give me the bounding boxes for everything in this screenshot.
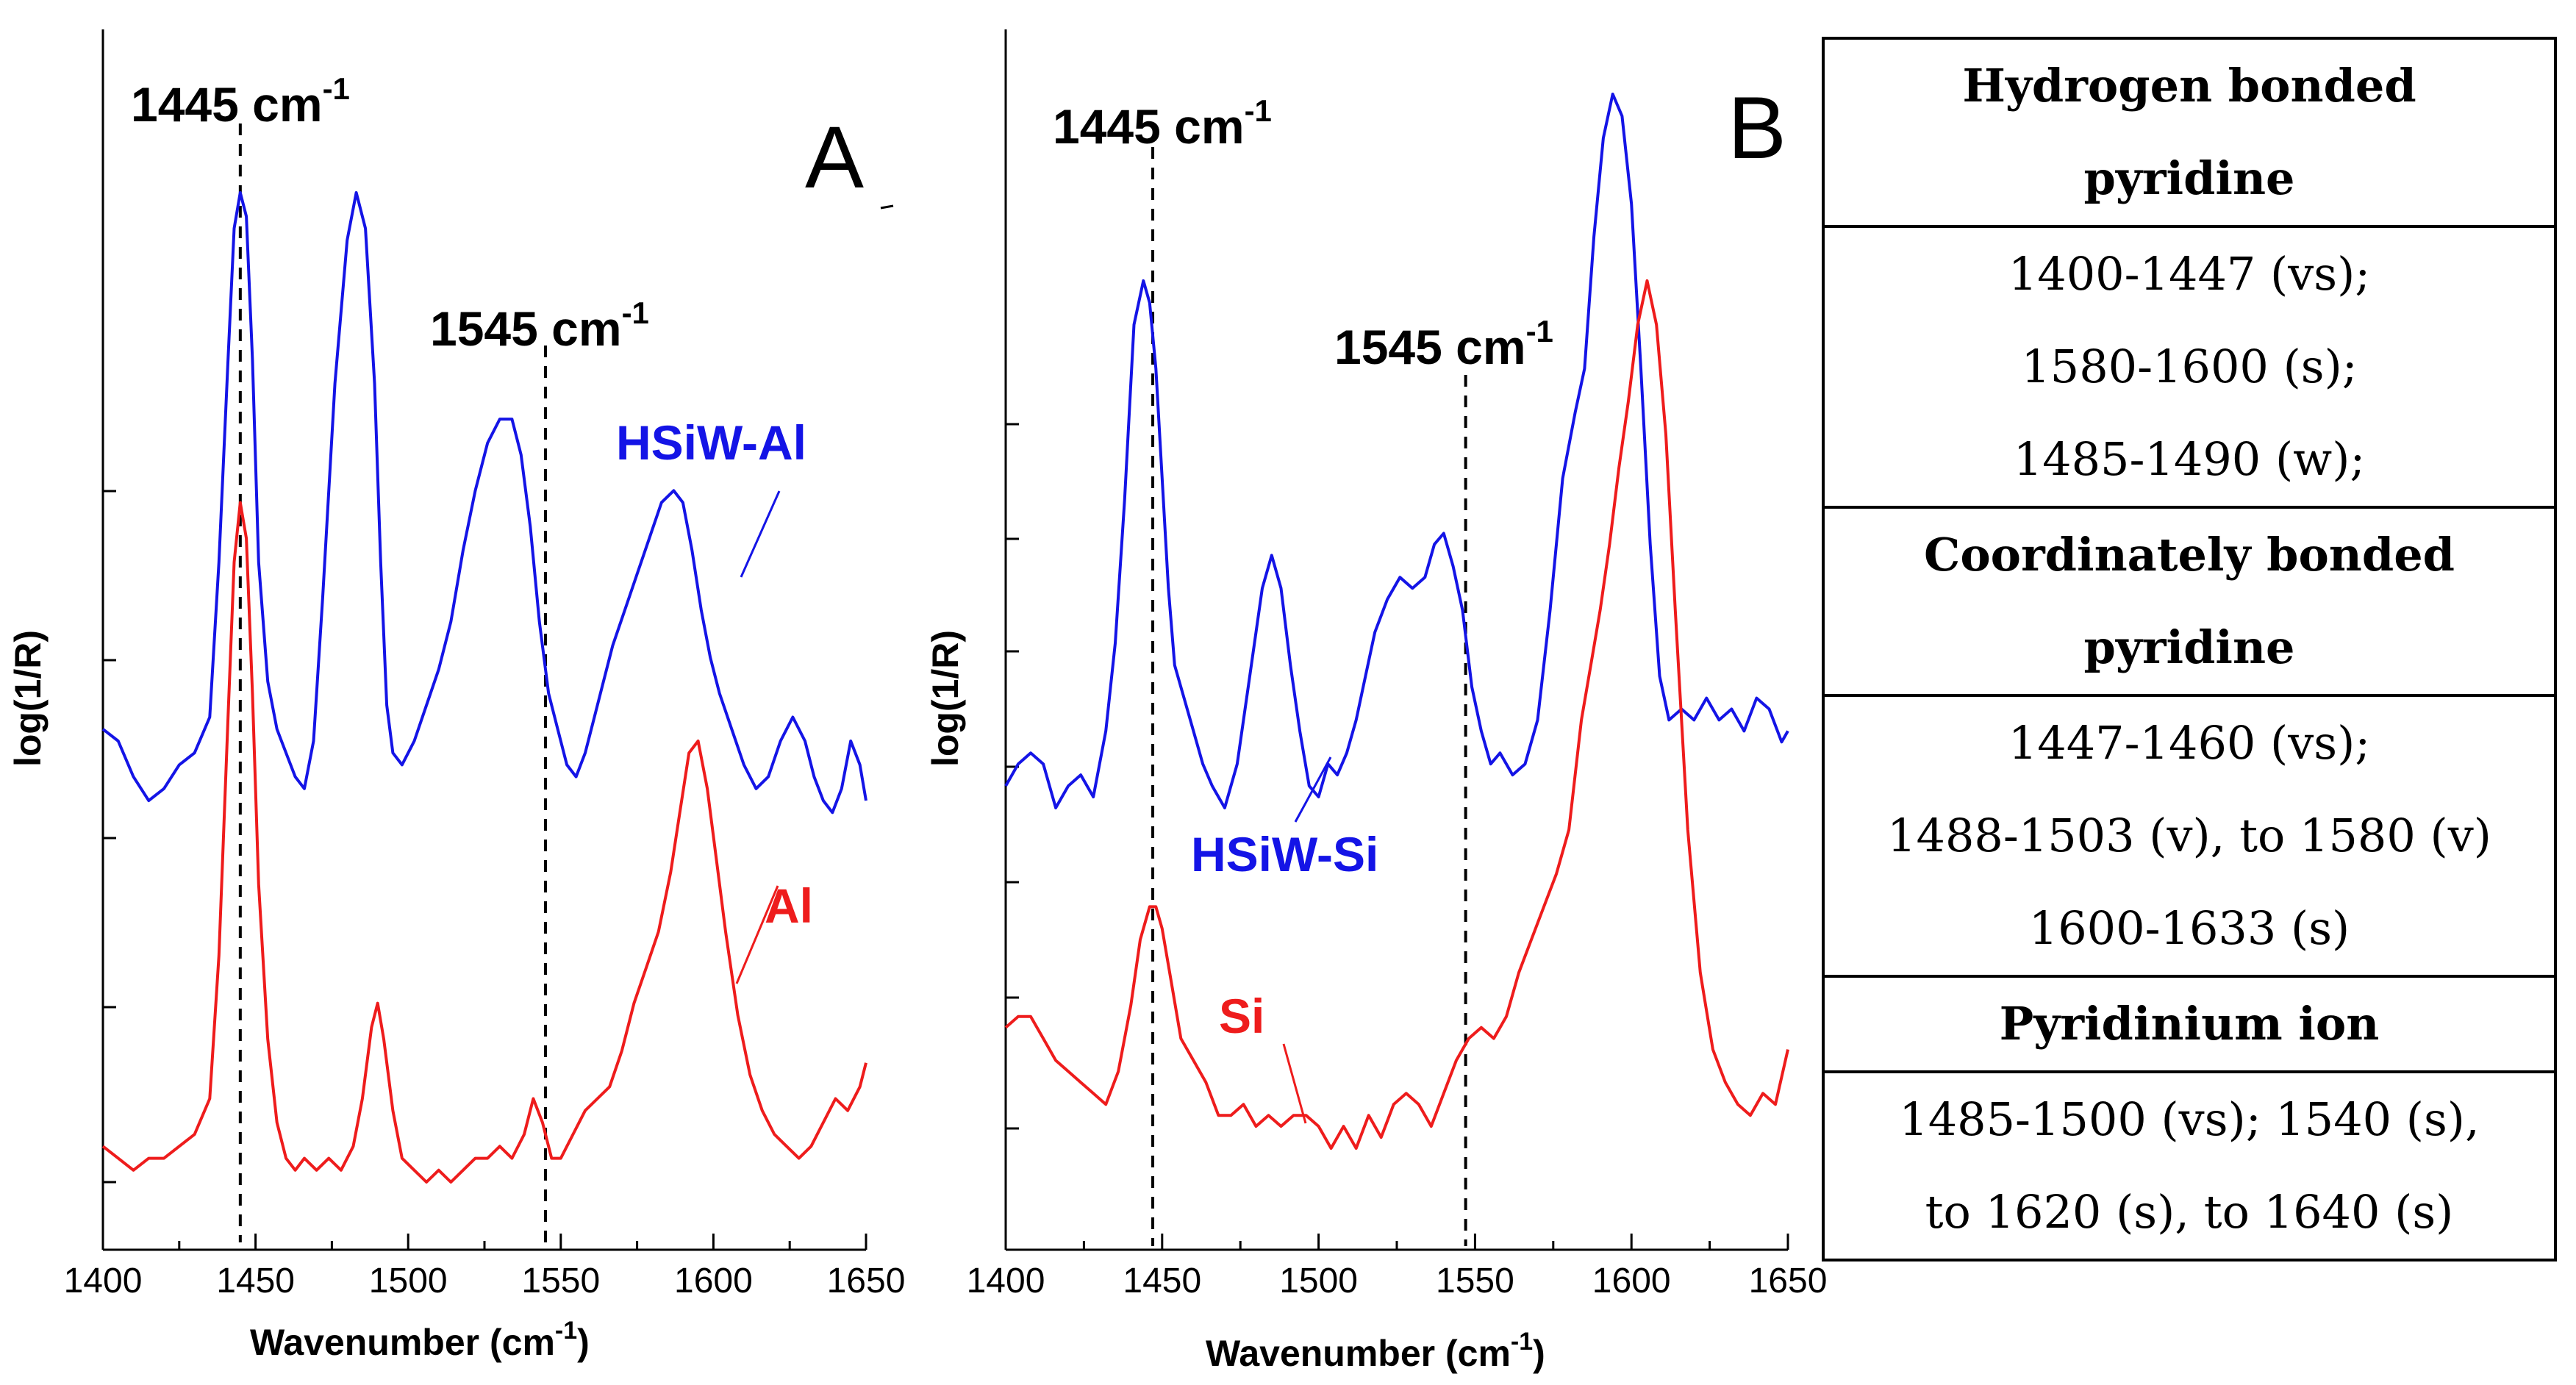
band-assignment-table: Hydrogen bonded pyridine 1400-1447 (vs);… [1822, 37, 2557, 1261]
table-cell-line: 1485-1500 (vs); 1540 (s), [1899, 1092, 2480, 1146]
panel-label: B [1728, 79, 1786, 177]
x-tick-label: 1550 [1436, 1261, 1514, 1300]
hsiw-al-label: HSiW-Al [616, 415, 806, 470]
table-cell-line: 1580-1600 (s); [2021, 340, 2358, 393]
table-header-line: Hydrogen bonded [1962, 59, 2416, 112]
series-line-hsiw-al [101, 191, 867, 815]
x-tick-label: 1500 [1279, 1261, 1358, 1300]
table-header-hydrogen-bonded: Hydrogen bonded pyridine [1822, 37, 2557, 228]
x-axis-label: Wavenumber (cm-1) [250, 1317, 590, 1363]
peak-annotation: 1545 cm-1 [1334, 314, 1553, 374]
x-tick-label: 1600 [674, 1261, 753, 1300]
table-cell-coordinately-bonded-bands: 1447-1460 (vs); 1488-1503 (v), to 1580 (… [1822, 694, 2557, 978]
x-tick-label: 1600 [1592, 1261, 1671, 1300]
leader-line [740, 490, 781, 578]
hsiw-si-label: HSiW-Si [1191, 827, 1378, 881]
table-cell-line: 1600-1633 (s) [2028, 901, 2350, 955]
table-cell-line: 1488-1503 (v), to 1580 (v) [1887, 809, 2491, 862]
series-line-si [1004, 279, 1789, 1150]
series-line-hsiw-si [1004, 93, 1789, 809]
table-header-line: pyridine [2083, 620, 2295, 674]
stray-mark [880, 204, 894, 210]
panel-label: A [805, 108, 864, 207]
table-cell-line: 1447-1460 (vs); [2008, 716, 2371, 770]
x-tick-label: 1450 [216, 1261, 295, 1300]
x-tick-label: 1650 [1749, 1261, 1828, 1300]
table-cell-line: 1400-1447 (vs); [2008, 247, 2371, 301]
peak-annotation: 1545 cm-1 [430, 296, 649, 356]
peak-annotation: 1445 cm-1 [1053, 93, 1272, 154]
series-line-al [101, 501, 867, 1184]
x-tick-label: 1650 [827, 1261, 906, 1300]
table-header-line: pyridine [2083, 151, 2295, 205]
peak-annotation: 1445 cm-1 [131, 71, 350, 132]
x-tick-label: 1400 [64, 1261, 143, 1300]
table-header-line: Pyridinium ion [1999, 997, 2380, 1051]
al-label: Al [765, 878, 813, 933]
y-axis-label: log(1/R) [7, 630, 49, 767]
leader-line [1282, 1043, 1307, 1124]
x-tick-label: 1500 [369, 1261, 448, 1300]
table-header-line: Coordinately bonded [1923, 528, 2455, 581]
x-tick-label: 1450 [1123, 1261, 1201, 1300]
leader-line [735, 885, 779, 984]
table-cell-line: to 1620 (s), to 1640 (s) [1925, 1185, 2454, 1239]
x-tick-label: 1550 [521, 1261, 600, 1300]
table-cell-hydrogen-bonded-bands: 1400-1447 (vs); 1580-1600 (s); 1485-1490… [1822, 225, 2557, 509]
table-cell-line: 1485-1490 (w); [2013, 432, 2366, 486]
table-header-coordinately-bonded: Coordinately bonded pyridine [1822, 506, 2557, 697]
table-header-pyridinium-ion: Pyridinium ion [1822, 975, 2557, 1073]
si-label: Si [1219, 989, 1264, 1043]
table-cell-pyridinium-ion-bands: 1485-1500 (vs); 1540 (s), to 1620 (s), t… [1822, 1070, 2557, 1261]
x-tick-label: 1400 [967, 1261, 1045, 1300]
leader-line [1294, 756, 1332, 823]
y-axis-label: log(1/R) [925, 630, 966, 767]
x-axis-label: Wavenumber (cm-1) [1206, 1328, 1545, 1374]
